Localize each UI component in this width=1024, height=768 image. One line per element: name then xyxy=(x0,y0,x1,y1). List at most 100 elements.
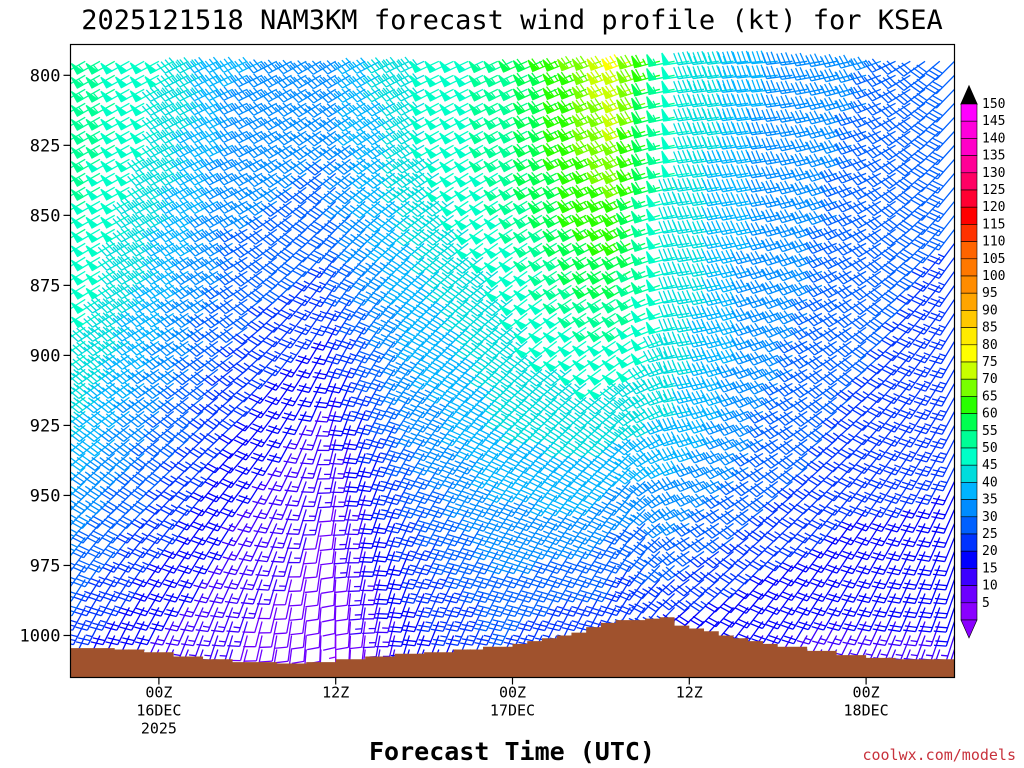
wind-barb xyxy=(245,87,278,102)
wind-barb xyxy=(289,593,307,621)
wind-barb xyxy=(200,56,233,74)
colorbar-label: 40 xyxy=(982,475,998,490)
wind-barb xyxy=(257,593,278,620)
wind-barb xyxy=(243,621,263,648)
wind-barb xyxy=(142,296,174,314)
wind-barb xyxy=(163,579,189,603)
wind-barb xyxy=(367,355,396,378)
wind-barb xyxy=(186,340,219,357)
wind-barb xyxy=(292,256,322,278)
wind-barb xyxy=(252,481,278,505)
wind-barb xyxy=(263,354,293,377)
wind-barb xyxy=(339,341,366,365)
wind-barb xyxy=(98,381,130,399)
wind-barb xyxy=(240,565,263,591)
wind-barb xyxy=(156,127,189,144)
wind-barb xyxy=(275,621,293,649)
wind-barb xyxy=(171,169,204,186)
wind-barb xyxy=(304,60,337,75)
wind-barb xyxy=(127,155,160,173)
wind-barb xyxy=(293,298,322,321)
colorbar-label: 105 xyxy=(982,252,1005,267)
wind-barb xyxy=(120,621,145,646)
wind-barb xyxy=(178,565,204,589)
wind-barb xyxy=(244,59,278,74)
wind-barb xyxy=(88,579,116,602)
wind-barb xyxy=(301,481,322,508)
wind-barb xyxy=(377,99,410,117)
wind-barb xyxy=(348,57,381,74)
wind-barb xyxy=(112,282,145,300)
wind-barb xyxy=(374,579,396,605)
wind-barb xyxy=(148,579,175,603)
wind-barb xyxy=(83,367,116,385)
wind-barb xyxy=(112,254,145,271)
wind-barb xyxy=(156,113,189,130)
wind-barb xyxy=(244,73,278,88)
wind-barb xyxy=(363,114,395,131)
wind-barb xyxy=(206,523,234,546)
y-tick-label: 975 xyxy=(30,556,61,576)
wind-barb xyxy=(156,211,189,229)
wind-barb xyxy=(141,239,174,257)
colorbar-label: 60 xyxy=(982,407,998,422)
colorbar-label: 65 xyxy=(982,389,998,404)
wind-barb xyxy=(132,579,160,602)
wind-barb xyxy=(318,74,351,89)
wind-barb xyxy=(186,270,219,286)
wind-barb xyxy=(302,495,322,522)
wind-barb xyxy=(221,523,248,547)
wind-barb xyxy=(362,57,395,74)
wind-barb xyxy=(113,396,145,414)
wind-barb xyxy=(232,382,263,403)
wind-barb xyxy=(200,171,233,186)
wind-barb xyxy=(336,256,366,278)
wind-barb xyxy=(171,211,204,229)
wind-barb xyxy=(230,228,263,244)
wind-barb xyxy=(375,621,396,648)
colorbar-label: 15 xyxy=(982,561,998,576)
colorbar-swatch xyxy=(960,292,978,311)
wind-barb xyxy=(141,211,174,229)
wind-barb xyxy=(377,56,410,74)
wind-barb xyxy=(259,116,292,131)
wind-barb xyxy=(112,338,145,356)
wind-barb xyxy=(337,298,366,321)
colorbar-label: 30 xyxy=(982,510,998,525)
colorbar-label: 100 xyxy=(982,269,1005,284)
wind-barb xyxy=(144,74,174,89)
wind-barb xyxy=(248,382,278,404)
wind-barb xyxy=(174,495,204,516)
wind-barb xyxy=(366,312,396,335)
x-tick-label: 16DEC xyxy=(136,702,181,720)
wind-barb xyxy=(196,621,219,647)
x-tick-label: 12Z xyxy=(322,684,349,702)
wind-barb xyxy=(175,509,204,531)
wind-barb xyxy=(364,200,396,219)
wind-barb xyxy=(217,396,248,416)
wind-barb xyxy=(75,607,101,631)
wind-barb xyxy=(337,284,366,307)
wind-barb xyxy=(216,298,248,315)
wind-barb xyxy=(190,509,219,531)
wind-barb xyxy=(284,453,307,479)
wind-barb xyxy=(129,130,160,145)
wind-barb xyxy=(245,101,278,116)
wind-barb xyxy=(201,326,233,343)
colorbar-label: 120 xyxy=(982,200,1005,215)
colorbar-swatch xyxy=(960,378,978,397)
wind-barb xyxy=(89,607,116,631)
colorbar-swatch xyxy=(960,327,978,346)
wind-barb xyxy=(88,565,116,588)
wind-barb xyxy=(362,621,381,649)
wind-barb xyxy=(363,186,396,204)
colorbar-label: 140 xyxy=(982,131,1005,146)
wind-barb xyxy=(127,352,160,370)
wind-barb xyxy=(71,424,101,442)
wind-barb xyxy=(74,593,101,617)
wind-barb xyxy=(348,114,381,132)
wind-barb xyxy=(319,144,351,161)
wind-barb xyxy=(353,341,381,364)
wind-barb xyxy=(127,268,160,285)
wind-barb xyxy=(260,158,292,174)
